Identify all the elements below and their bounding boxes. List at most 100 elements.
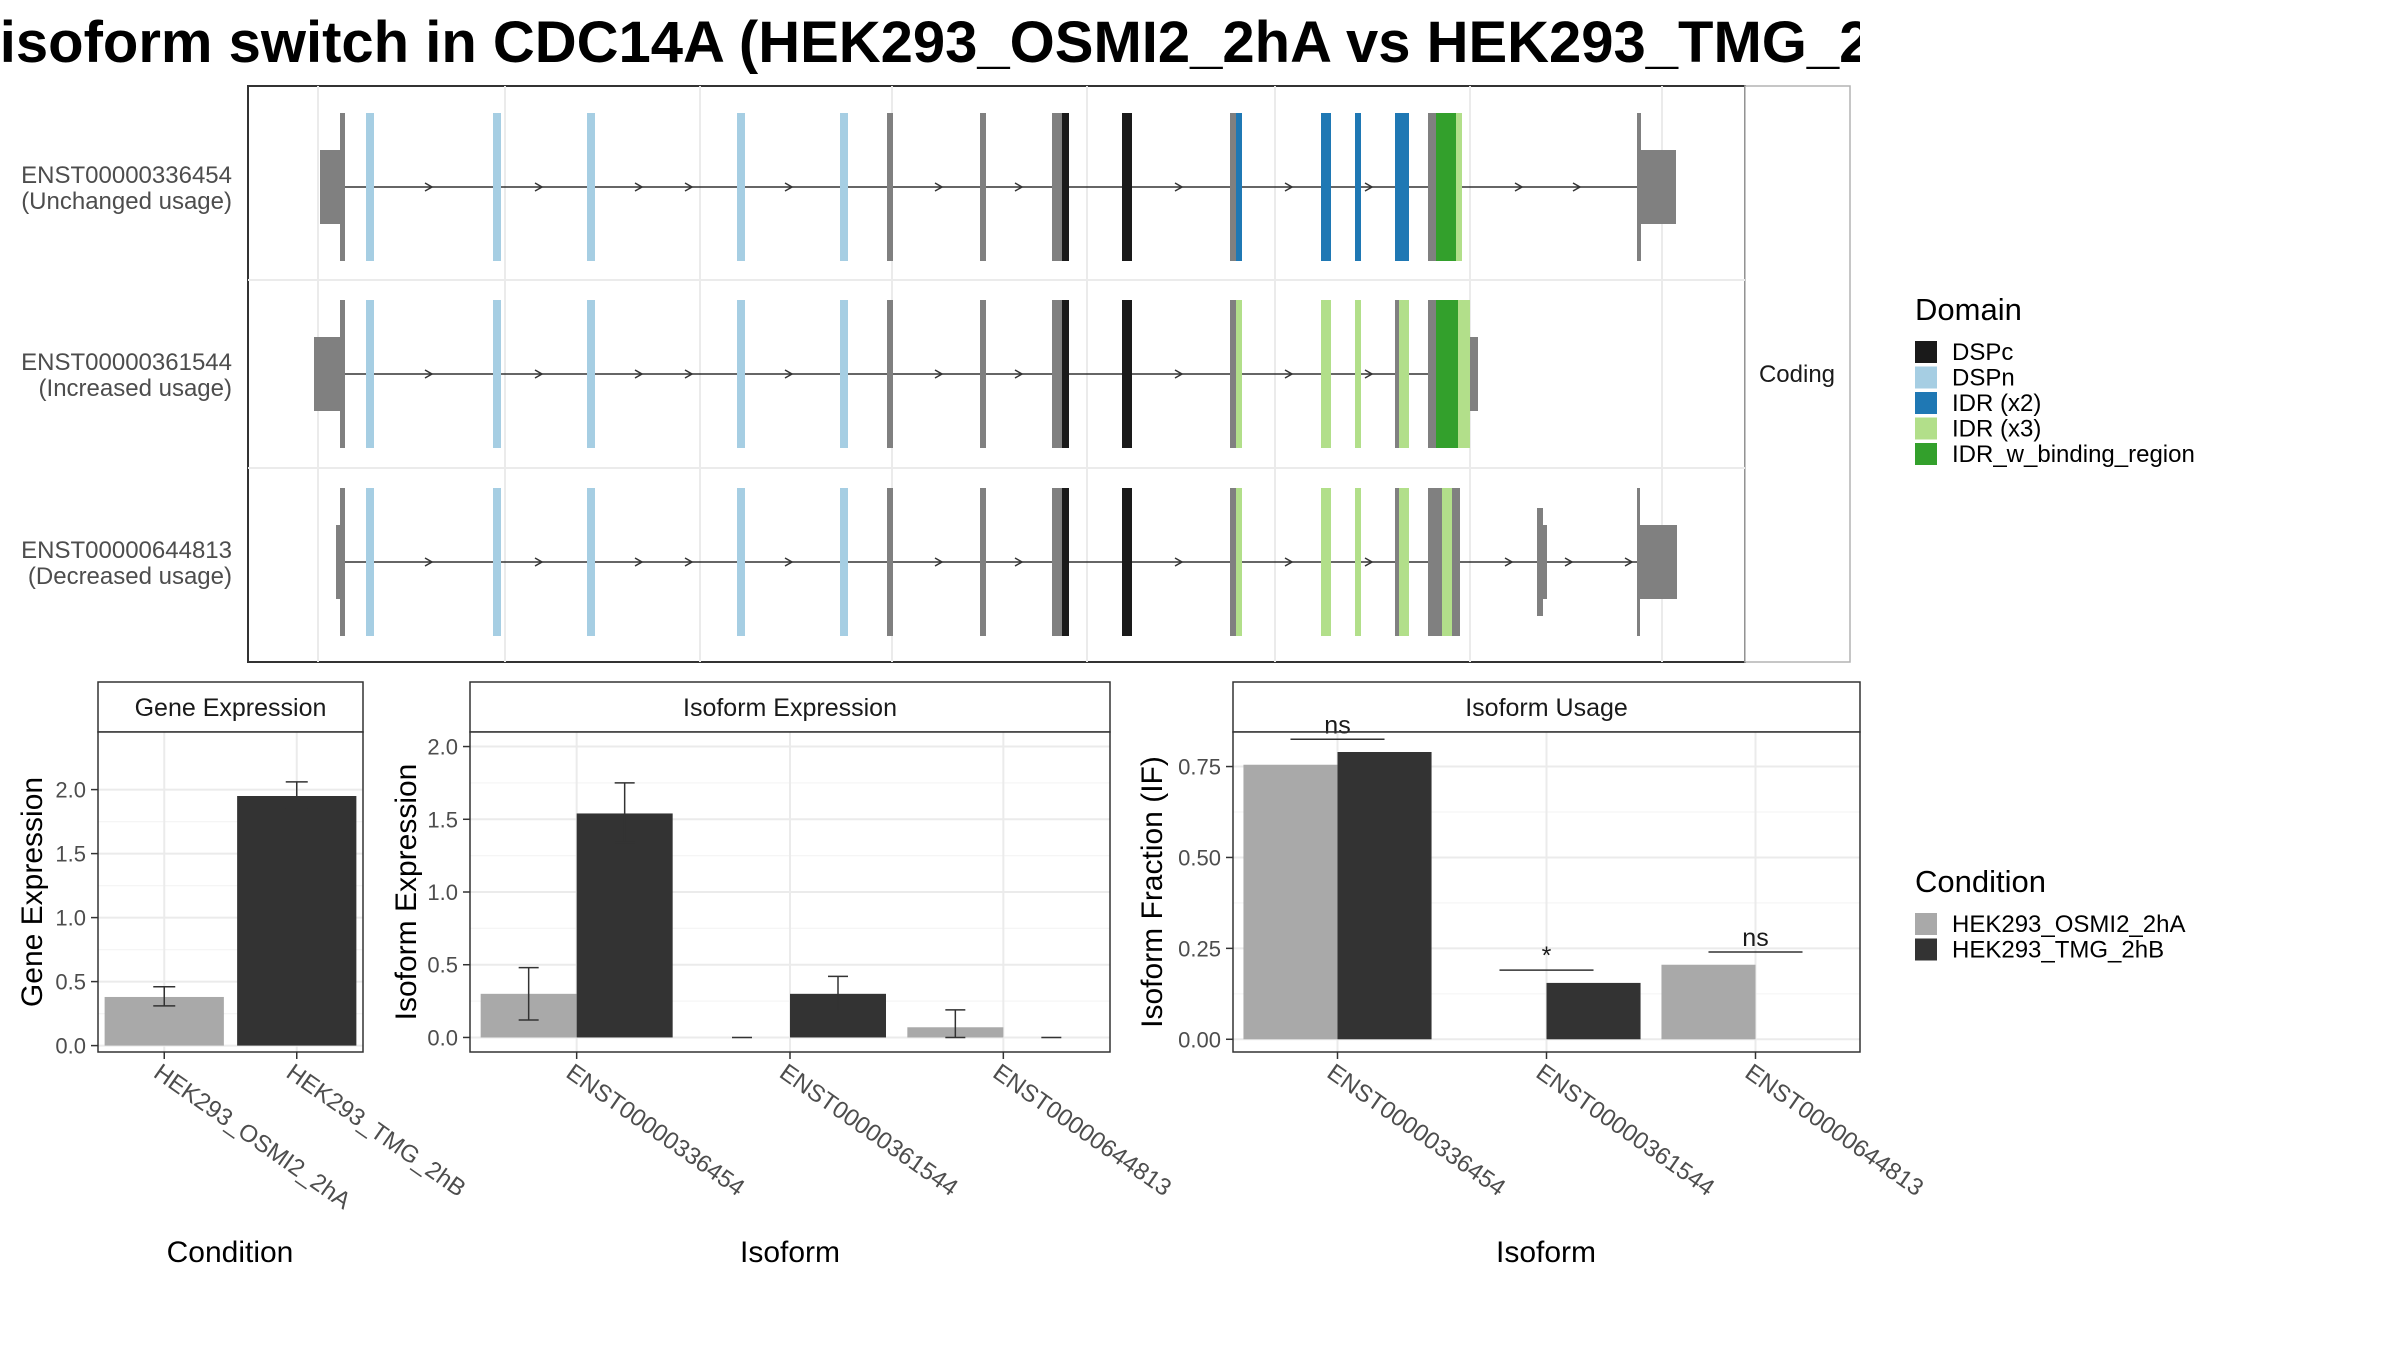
exon: [1428, 113, 1436, 261]
significance-label: *: [1542, 942, 1552, 970]
domain-legend-key: [1915, 417, 1937, 440]
domain-legend-label: DSPc: [1952, 339, 2013, 366]
idr-x3-exon: [1321, 488, 1331, 636]
idr-x2-exon: [1236, 113, 1242, 261]
dspn-exon: [366, 113, 374, 261]
domain-legend-key: [1915, 443, 1937, 465]
panel-isoform-expression: Isoform Expression0.00.51.01.52.0ENST000…: [390, 681, 1176, 1269]
idr-x3-exon: [1321, 300, 1331, 448]
idr-x2-exon: [1395, 113, 1409, 261]
condition-legend-title: Condition: [1915, 864, 2046, 899]
domain-legend-key: [1915, 392, 1937, 414]
y-tick-label: 0.0: [427, 1025, 458, 1050]
x-tick-label: ENST00000361544: [1531, 1059, 1719, 1202]
dspc-exon: [1122, 488, 1132, 636]
y-tick-label: 0.75: [1178, 755, 1221, 780]
dspc-exon: [1062, 113, 1069, 261]
direction-arrow: [534, 182, 544, 192]
utr-exon: [1637, 525, 1677, 599]
direction-arrow: [534, 557, 544, 567]
x-axis-title: Condition: [167, 1236, 294, 1269]
bar: [576, 813, 673, 1038]
direction-arrow: [1174, 182, 1184, 192]
x-axis-title: Isoform: [740, 1236, 840, 1269]
panel-strip-title: Isoform Expression: [683, 694, 897, 722]
exon: [1452, 488, 1460, 636]
condition-legend-key: [1915, 938, 1937, 961]
direction-arrow: [1364, 182, 1374, 192]
dspn-exon: [840, 113, 848, 261]
exon: [887, 300, 893, 448]
exon: [340, 488, 345, 636]
idr-binding-exon: [1436, 113, 1458, 261]
direction-arrow: [684, 369, 694, 379]
y-tick-label: 1.5: [55, 842, 86, 867]
x-tick-label: ENST00000361544: [775, 1059, 963, 1202]
y-axis-title: Gene Expression: [16, 777, 49, 1007]
direction-arrow: [534, 369, 544, 379]
bar: [237, 796, 357, 1046]
domain-legend-label: IDR (x3): [1952, 416, 2041, 443]
dspn-exon: [493, 113, 501, 261]
title-clip: he isoform switch in CDC14A (HEK293_OSMI…: [0, 0, 1860, 80]
exon: [1537, 508, 1543, 616]
dspn-exon: [737, 113, 745, 261]
exon: [980, 300, 986, 448]
y-tick-label: 2.0: [55, 778, 86, 803]
idr-x2-exon: [1321, 113, 1331, 261]
direction-arrow: [684, 182, 694, 192]
panel-strip-title: Isoform Usage: [1465, 694, 1628, 722]
strip-label: Coding: [1759, 361, 1835, 388]
exon: [980, 488, 986, 636]
direction-arrow: [934, 557, 944, 567]
bar: [1243, 764, 1338, 1040]
plot-border: [469, 731, 1111, 1053]
domain-legend-key: [1915, 366, 1937, 389]
y-tick-label: 2.0: [427, 735, 458, 760]
isoform-structure-panel: Coding ENST00000336454(Unchanged usage) EN…: [21, 85, 1851, 663]
panel-strip: [97, 681, 364, 733]
idr-x3-exon: [1355, 488, 1361, 636]
domain-legend-key: [1915, 341, 1937, 363]
panel-strip-title: Gene Expression: [135, 694, 327, 722]
exon: [1052, 300, 1062, 448]
direction-arrow: [634, 369, 644, 379]
y-axis-title: Isoform Fraction (IF): [1136, 756, 1169, 1028]
isoform-usage-label: (Unchanged usage): [21, 188, 232, 215]
direction-arrow: [684, 557, 694, 567]
isoform-id-label: ENST00000361544: [21, 349, 232, 376]
exon: [980, 113, 986, 261]
idr-x3-exon: [1456, 113, 1462, 261]
y-tick-label: 1.0: [55, 906, 86, 931]
direction-arrow: [1572, 182, 1582, 192]
exon: [336, 525, 341, 599]
idr-x3-exon: [1442, 488, 1452, 636]
dspn-exon: [587, 300, 595, 448]
figure-title: he isoform switch in CDC14A (HEK293_OSMI…: [0, 10, 1860, 75]
utr-exon: [1543, 525, 1547, 599]
dspn-exon: [840, 488, 848, 636]
utr-exon: [1470, 337, 1478, 411]
x-axis-title: Isoform: [1496, 1236, 1596, 1269]
dspn-exon: [737, 488, 745, 636]
direction-arrow: [1284, 557, 1294, 567]
x-tick-label: ENST00000336454: [561, 1059, 749, 1202]
condition-legend-label: HEK293_TMG_2hB: [1952, 937, 2164, 964]
isoform-usage-label: (Decreased usage): [28, 563, 232, 590]
direction-arrow: [1364, 369, 1374, 379]
panel-gene-expression: Gene Expression0.00.51.01.52.0HEK293_OSM…: [16, 681, 471, 1269]
isoform-usage-label: (Increased usage): [39, 375, 232, 402]
exon: [1230, 300, 1238, 448]
y-tick-label: 0.0: [55, 1034, 86, 1059]
exon: [1428, 488, 1442, 636]
direction-arrow: [1624, 557, 1634, 567]
y-tick-label: 0.5: [427, 953, 458, 978]
direction-arrow: [1014, 182, 1024, 192]
direction-arrow: [1514, 182, 1524, 192]
direction-arrow: [1284, 369, 1294, 379]
direction-arrow: [784, 182, 794, 192]
utr-exon: [320, 150, 342, 224]
dspc-exon: [1122, 113, 1132, 261]
y-tick-label: 1.5: [427, 807, 458, 832]
exon: [1395, 300, 1399, 448]
